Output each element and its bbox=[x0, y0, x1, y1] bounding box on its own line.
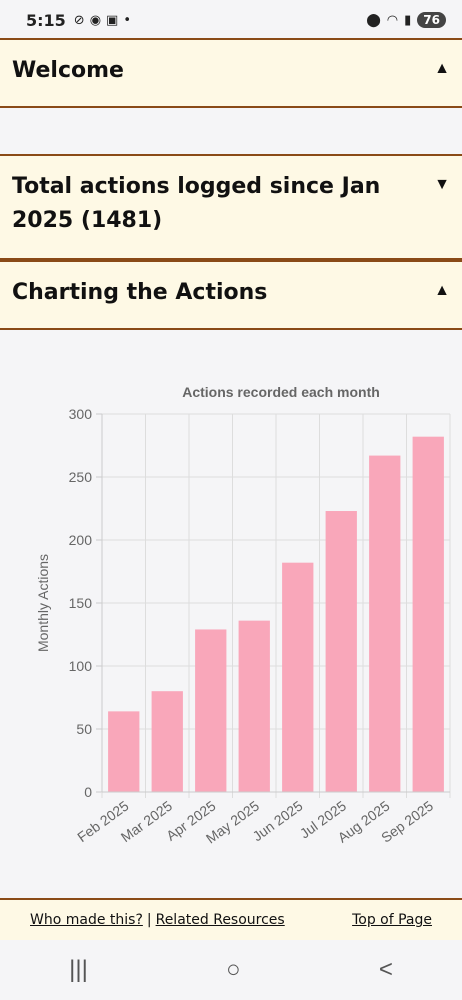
accordion-charting[interactable]: Charting the Actions ▲ bbox=[0, 260, 462, 330]
back-icon[interactable]: < bbox=[378, 956, 393, 983]
welcome-title: Welcome bbox=[12, 58, 124, 83]
collapse-arrow-icon: ▲ bbox=[434, 60, 450, 77]
app-notification-icon: ◉ bbox=[89, 12, 102, 28]
recent-apps-icon[interactable]: ||| bbox=[69, 956, 88, 983]
signal-icon: ▮ bbox=[404, 12, 412, 28]
bar-feb-2025 bbox=[108, 711, 140, 792]
dot-icon: • bbox=[123, 12, 132, 28]
bar-mar-2025 bbox=[151, 691, 183, 792]
y-tick-label: 0 bbox=[84, 784, 92, 800]
check-circle-icon: ⊘ bbox=[73, 12, 85, 28]
top-of-page-link[interactable]: Top of Page bbox=[352, 912, 432, 928]
chart-container: Actions recorded each month 0 50 100 150 200 2… bbox=[0, 372, 462, 872]
y-tick-label: 300 bbox=[69, 406, 93, 422]
bar-aug-2025 bbox=[369, 455, 401, 792]
home-icon[interactable]: ○ bbox=[226, 956, 241, 983]
footer-separator: | bbox=[146, 912, 152, 928]
location-icon: ⬤ bbox=[366, 12, 381, 28]
y-tick-label: 100 bbox=[69, 658, 93, 674]
y-tick-label: 150 bbox=[69, 595, 93, 611]
battery-indicator: 76 bbox=[417, 12, 446, 28]
bar-may-2025 bbox=[238, 620, 270, 792]
accordion-total-actions[interactable]: Total actions logged since Jan 2025 (148… bbox=[0, 154, 462, 260]
bar-jun-2025 bbox=[282, 562, 314, 792]
chart-title: Actions recorded each month bbox=[182, 384, 380, 400]
related-resources-link[interactable]: Related Resources bbox=[155, 912, 285, 928]
y-axis-label: Monthly Actions bbox=[35, 554, 51, 652]
charting-title: Charting the Actions bbox=[12, 280, 268, 305]
collapse-arrow-icon: ▲ bbox=[434, 282, 450, 299]
bar-chart: Actions recorded each month 0 50 100 150 200 2… bbox=[35, 384, 451, 847]
y-tick-label: 250 bbox=[69, 469, 93, 485]
bar-jul-2025 bbox=[325, 511, 357, 792]
notification-icons: ⊘ ◉ ▣ • bbox=[74, 13, 131, 28]
accordion-welcome[interactable]: Welcome ▲ bbox=[0, 38, 462, 108]
android-nav-bar: ||| ○ < bbox=[0, 940, 462, 1000]
bar-sep-2025 bbox=[412, 436, 444, 792]
expand-arrow-icon: ▼ bbox=[434, 176, 450, 193]
y-tick-label: 200 bbox=[69, 532, 93, 548]
image-icon: ▣ bbox=[106, 12, 119, 28]
system-icons: ⬤ ◠ ▮ 76 bbox=[366, 12, 446, 28]
status-bar: 5:15 ⊘ ◉ ▣ • ⬤ ◠ ▮ 76 bbox=[0, 0, 462, 40]
total-actions-title: Total actions logged since Jan 2025 (148… bbox=[12, 174, 381, 233]
bar-apr-2025 bbox=[195, 629, 227, 792]
y-tick-label: 50 bbox=[76, 721, 92, 737]
x-tick-label: Jun 2025 bbox=[250, 797, 306, 844]
wifi-icon: ◠ bbox=[386, 12, 399, 28]
footer: Who made this? | Related Resources Top o… bbox=[0, 898, 462, 940]
who-made-this-link[interactable]: Who made this? bbox=[30, 912, 143, 928]
status-time: 5:15 bbox=[26, 10, 66, 30]
